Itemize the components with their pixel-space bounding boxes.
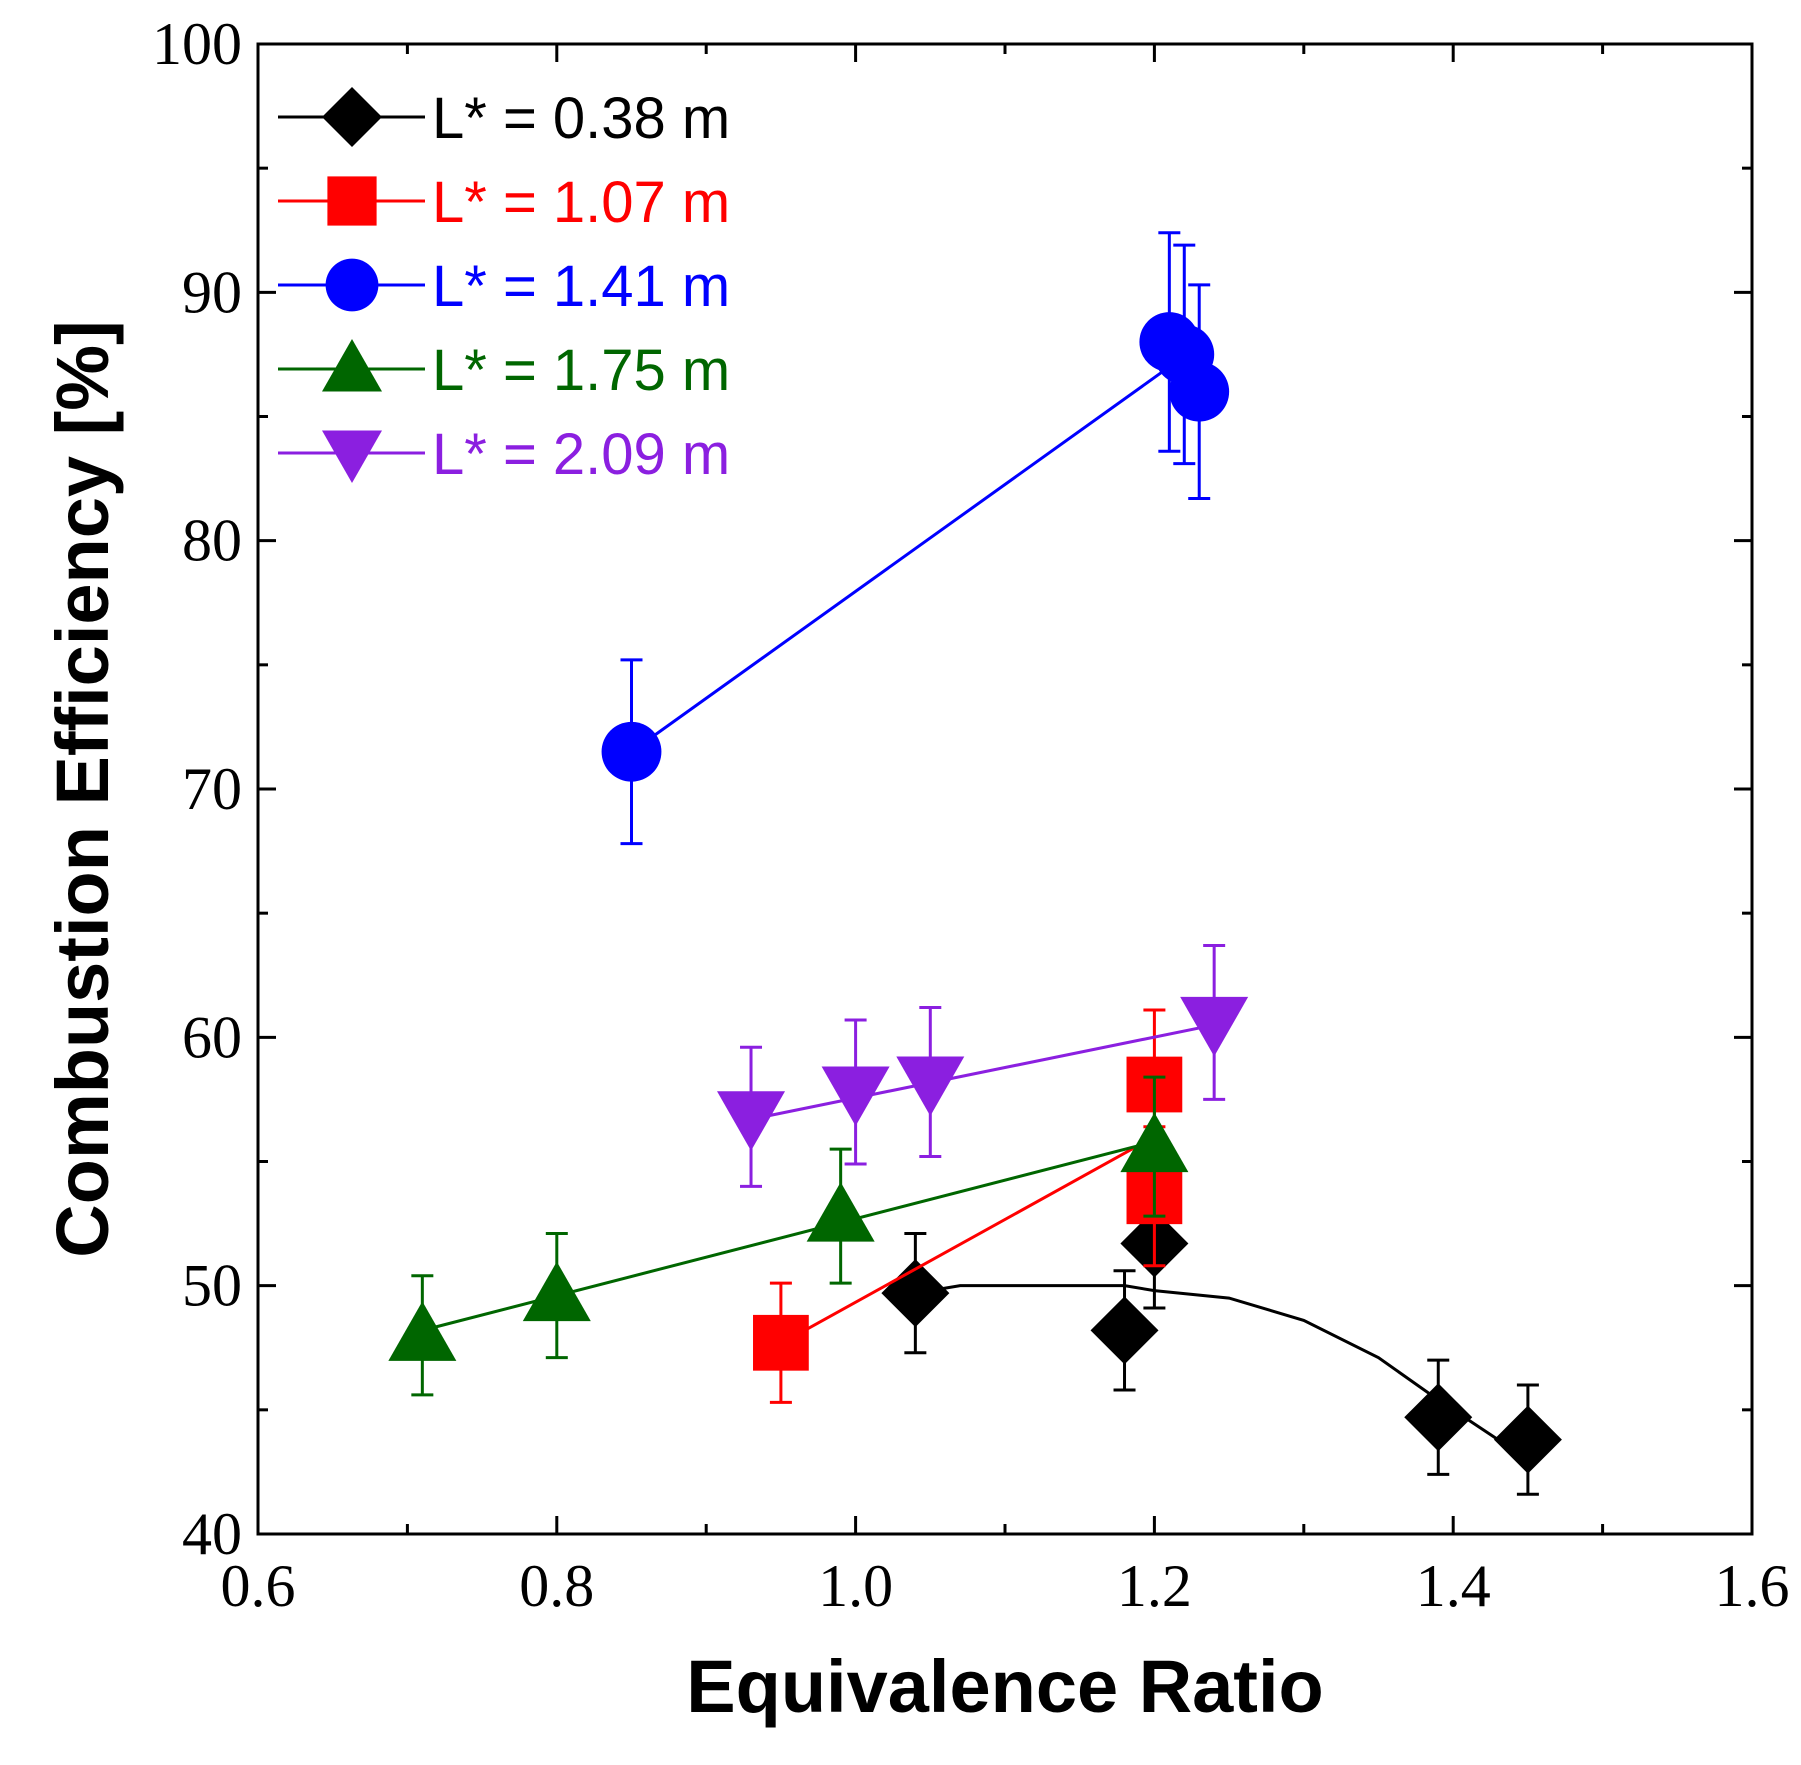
legend-label: L* = 1.75 m	[432, 338, 730, 403]
legend-marker	[322, 87, 382, 147]
legend-label: L* = 2.09 m	[432, 422, 730, 487]
series-2	[601, 231, 1230, 846]
y-tick-label: 60	[182, 1004, 242, 1070]
legend-entry-4: L* = 2.09 m	[278, 422, 730, 487]
y-tick-label: 100	[152, 11, 242, 77]
x-tick-label: 0.6	[221, 1553, 296, 1619]
y-axis-title: Combustion Efficiency [%]	[41, 320, 124, 1257]
legend-label: L* = 1.41 m	[432, 254, 730, 319]
y-tick-label: 40	[182, 1501, 242, 1567]
x-tick-label: 1.6	[1715, 1553, 1790, 1619]
y-tick-label: 90	[182, 259, 242, 325]
legend-marker	[322, 339, 382, 392]
legend-marker	[325, 258, 379, 312]
axis-ticks	[256, 42, 1754, 1536]
y-tick-label: 50	[182, 1253, 242, 1319]
x-tick-label: 1.4	[1416, 1553, 1491, 1619]
data-point	[522, 1261, 591, 1322]
data-point	[1169, 361, 1230, 422]
legend-entry-3: L* = 1.75 m	[278, 338, 730, 403]
legend-label: L* = 0.38 m	[432, 86, 730, 151]
data-point	[601, 721, 662, 782]
data-point	[753, 1314, 809, 1371]
series-line	[750, 1023, 1215, 1121]
legend-entry-0: L* = 0.38 m	[278, 86, 730, 151]
y-tick-label: 80	[182, 508, 242, 574]
data-point	[1090, 1296, 1159, 1365]
data-point	[821, 1066, 890, 1126]
data-point	[717, 1091, 786, 1151]
data-point	[388, 1301, 457, 1361]
legend-marker	[322, 430, 382, 483]
data-point	[1404, 1383, 1473, 1452]
x-tick-label: 1.2	[1117, 1553, 1192, 1619]
legend: L* = 0.38 m L* = 1.07 m L* = 1.41 m L* = 1.…	[278, 86, 730, 487]
legend-marker	[327, 176, 377, 226]
data-point	[806, 1182, 875, 1242]
data-point	[1180, 996, 1249, 1057]
legend-entry-1: L* = 1.07 m	[278, 170, 730, 235]
data-point	[1120, 1112, 1189, 1173]
series-line	[915, 1284, 1499, 1441]
x-axis-title: Equivalence Ratio	[686, 1645, 1323, 1728]
y-tick-label: 70	[182, 756, 242, 822]
data-point	[896, 1056, 965, 1117]
legend-label: L* = 1.07 m	[432, 170, 730, 235]
legend-entry-2: L* = 1.41 m	[278, 254, 730, 319]
x-tick-label: 1.0	[818, 1553, 893, 1619]
plot-area	[388, 231, 1562, 1496]
tick-labels: 0.6 0.8 1.0 1.2 1.4 1.6 40 50 60 70 80 90 100	[152, 11, 1790, 1619]
x-tick-label: 0.8	[519, 1553, 594, 1619]
data-point	[881, 1259, 950, 1328]
series-4	[717, 943, 1249, 1188]
series-line	[630, 365, 1171, 753]
series-line	[795, 1135, 1156, 1337]
series-3	[388, 1075, 1189, 1397]
data-point	[1493, 1405, 1562, 1474]
